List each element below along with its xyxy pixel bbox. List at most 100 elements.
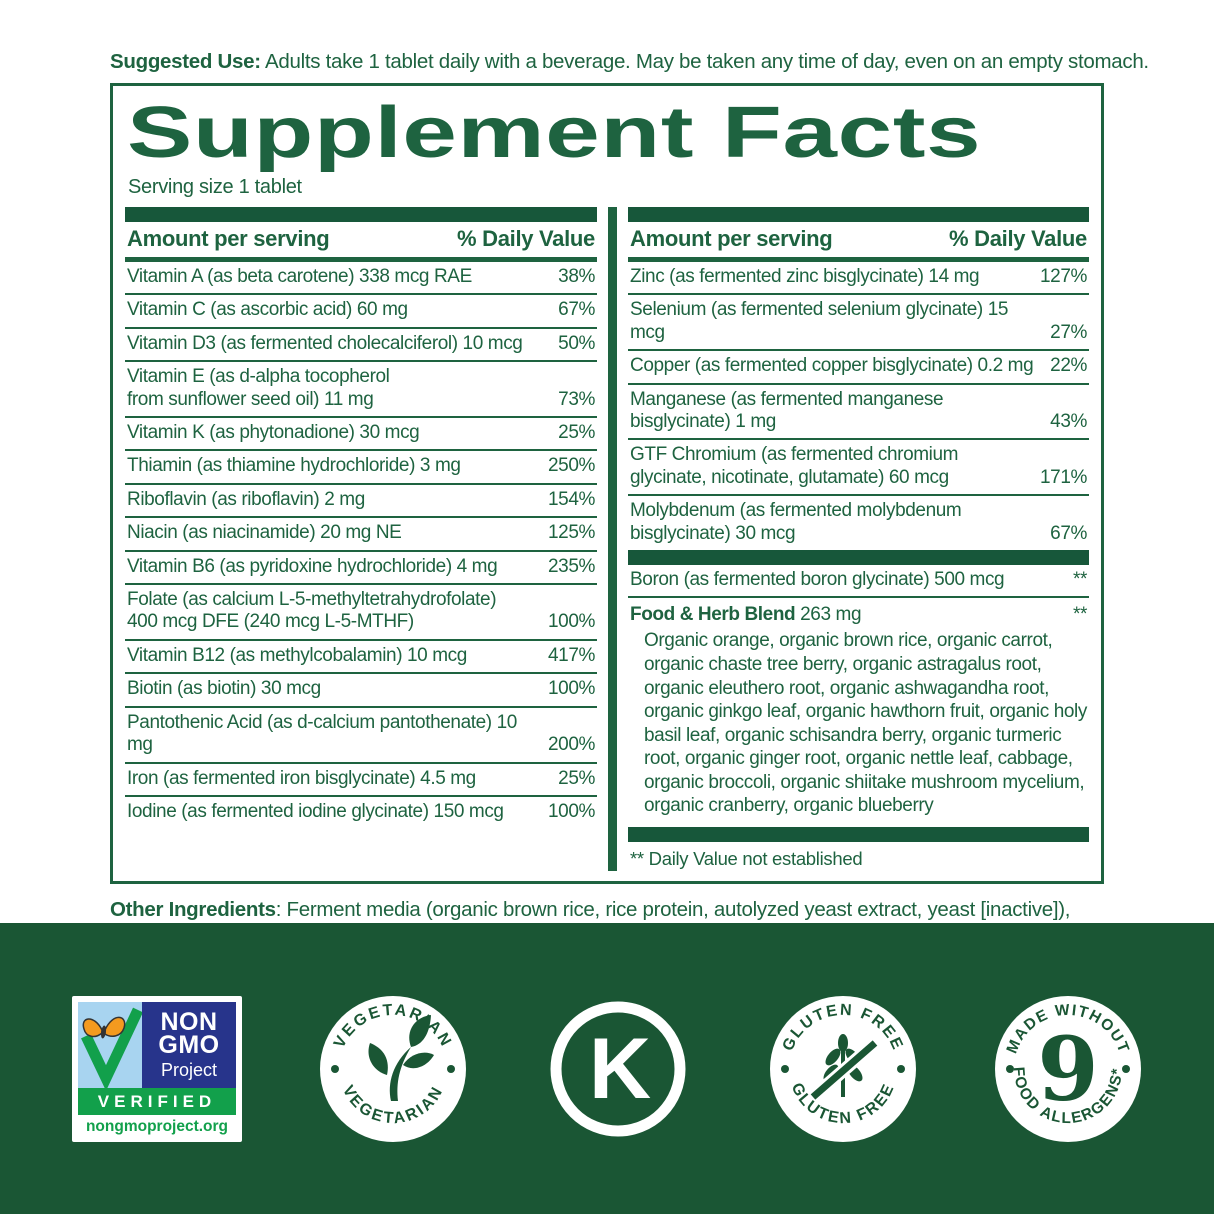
table-row: Manganese (as fermented manganese bisgly… bbox=[628, 385, 1089, 441]
nutrient-name: Vitamin K (as phytonadione) 30 mcg bbox=[127, 422, 420, 444]
badges-row: NON GMO Project VERIFIED nongmoproject.o… bbox=[0, 923, 1214, 1214]
blend-amount: 263 mg bbox=[800, 604, 862, 626]
nutrient-dv: 235% bbox=[548, 555, 595, 577]
table-row: Iodine (as fermented iodine glycinate) 1… bbox=[125, 797, 597, 828]
nutrient-name: Vitamin E (as d-alpha tocopherol from sun… bbox=[127, 366, 390, 411]
table-row: Vitamin K (as phytonadione) 30 mcg 25% bbox=[125, 418, 597, 452]
supplement-facts-panel: Supplement Facts Serving size 1 tablet A… bbox=[110, 83, 1104, 884]
table-row: Copper (as fermented copper bisglycinate… bbox=[628, 351, 1089, 385]
table-row: Vitamin E (as d-alpha tocopherol from sun… bbox=[125, 362, 597, 419]
nutrient-dv: 100% bbox=[548, 678, 595, 700]
table-row-boron: Boron (as fermented boron glycinate) 500… bbox=[628, 565, 1089, 599]
nutrient-name: Vitamin B12 (as methylcobalamin) 10 mcg bbox=[127, 644, 467, 666]
nutrient-dv: 200% bbox=[548, 734, 595, 756]
nutrient-name: Iodine (as fermented iodine glycinate) 1… bbox=[127, 800, 504, 822]
right-column-header: Amount per serving % Daily Value bbox=[628, 222, 1089, 262]
blend-description: Organic orange, organic brown rice, orga… bbox=[644, 630, 1087, 817]
nutrient-name: Vitamin B6 (as pyridoxine hydrochloride)… bbox=[127, 555, 498, 577]
non-gmo-wordmark: NON GMO Project bbox=[142, 1001, 236, 1088]
nutrient-name: Iron (as fermented iron bisglycinate) 4.… bbox=[127, 767, 476, 789]
header-dv: % Daily Value bbox=[949, 226, 1087, 251]
left-column-top-bar bbox=[125, 207, 597, 222]
nutrient-dv: 43% bbox=[1050, 411, 1087, 433]
panel-title-wrap: Supplement Facts bbox=[127, 96, 1089, 172]
table-row: Pantothenic Acid (as d-calcium pantothen… bbox=[125, 708, 597, 764]
nutrient-dv: 171% bbox=[1040, 466, 1087, 488]
nutrient-dv: 100% bbox=[548, 611, 595, 633]
nutrient-name-line1: GTF Chromium (as fermented chromium bbox=[630, 444, 959, 466]
table-row: Selenium (as fermented selenium glycinat… bbox=[628, 295, 1089, 352]
left-rows: Vitamin A (as beta carotene) 338 mcg RAE… bbox=[125, 262, 597, 828]
badge-disc bbox=[995, 995, 1141, 1142]
non-gmo-url: nongmoproject.org bbox=[85, 1117, 229, 1135]
table-row: Biotin (as biotin) 30 mcg 100% bbox=[125, 674, 597, 708]
facts-columns: Amount per serving % Daily Value Vitamin… bbox=[125, 207, 1089, 871]
suggested-use-text: Adults take 1 tablet daily with a bevera… bbox=[260, 50, 1149, 73]
nutrient-name: Manganese (as fermented manganese bisgly… bbox=[630, 388, 944, 433]
nutrient-name: Boron (as fermented boron glycinate) 500… bbox=[630, 569, 1005, 591]
nutrient-name-line1: Molybdenum (as fermented molybdenum bbox=[630, 500, 962, 522]
nutrient-name: Vitamin C (as ascorbic acid) 60 mg bbox=[127, 299, 408, 321]
nutrient-name: Copper (as fermented copper bisglycinate… bbox=[630, 355, 1034, 377]
gluten-free-badge: GLUTEN FREE GLUTEN FREE bbox=[770, 995, 916, 1142]
nutrient-dv: 25% bbox=[558, 767, 595, 789]
nutrient-name-line2: from sunflower seed oil) 11 mg bbox=[127, 388, 374, 410]
nutrient-name: Pantothenic Acid (as d-calcium pantothen… bbox=[127, 711, 517, 756]
table-row: Vitamin C (as ascorbic acid) 60 mg 67% bbox=[125, 295, 597, 329]
blend-dv: ** bbox=[1073, 604, 1087, 626]
blend-name: Food & Herb Blend bbox=[630, 604, 796, 626]
label-content: Suggested Use: Adults take 1 tablet dail… bbox=[110, 50, 1149, 974]
certification-band: NON GMO Project VERIFIED nongmoproject.o… bbox=[0, 923, 1214, 1214]
vegetarian-badge: VEGETARIAN VEGETARIAN bbox=[320, 995, 466, 1142]
serving-size: Serving size 1 tablet bbox=[128, 176, 302, 198]
allergen-number: 9 bbox=[1037, 1017, 1098, 1121]
nutrient-name: Selenium (as fermented selenium glycinat… bbox=[630, 299, 1009, 343]
nutrient-dv: 22% bbox=[1050, 355, 1087, 377]
non-gmo-butterfly-icon bbox=[78, 1001, 142, 1088]
nutrient-dv: 250% bbox=[548, 455, 595, 477]
right-column-bottom-bar bbox=[628, 826, 1089, 842]
suggested-use: Suggested Use: Adults take 1 tablet dail… bbox=[110, 50, 1149, 74]
table-row: Riboflavin (as riboflavin) 2 mg 154% bbox=[125, 485, 597, 519]
table-row: Molybdenum (as fermented molybdenum bisgl… bbox=[628, 496, 1089, 550]
nutrient-dv: 50% bbox=[558, 332, 595, 354]
header-dv: % Daily Value bbox=[457, 226, 595, 251]
nutrient-dv: 127% bbox=[1040, 266, 1087, 287]
butterfly-check-icon bbox=[81, 1007, 142, 1088]
non-gmo-line3: Project bbox=[160, 1059, 218, 1080]
header-amount: Amount per serving bbox=[127, 226, 330, 251]
non-gmo-top: NON GMO Project bbox=[78, 1001, 236, 1088]
table-row: Zinc (as fermented zinc bisglycinate) 14… bbox=[628, 262, 1089, 296]
table-row: Vitamin B6 (as pyridoxine hydrochloride)… bbox=[125, 552, 597, 586]
right-column-top-bar bbox=[628, 207, 1089, 222]
kosher-badge: K bbox=[550, 1001, 686, 1136]
non-gmo-line2: GMO bbox=[158, 1031, 220, 1059]
non-gmo-badge: NON GMO Project VERIFIED nongmoproject.o… bbox=[72, 995, 242, 1142]
suggested-use-label: Suggested Use: bbox=[110, 50, 261, 73]
table-row: Vitamin B12 (as methylcobalamin) 10 mcg 4… bbox=[125, 641, 597, 675]
nutrient-name: Folate (as calcium L-5-methyltetrahydrof… bbox=[127, 589, 497, 634]
column-divider bbox=[608, 207, 617, 871]
nutrient-name: Vitamin A (as beta carotene) 338 mcg RAE bbox=[127, 266, 472, 287]
blend-heading: Food & Herb Blend 263 mg ** bbox=[628, 598, 1089, 627]
right-column-mid-bar bbox=[628, 550, 1089, 566]
nutrient-name-line2: glycinate, nicotinate, glutamate) 60 mcg bbox=[630, 466, 949, 488]
table-row: GTF Chromium (as fermented chromium glyci… bbox=[628, 440, 1089, 497]
nutrient-name-line2: bisglycinate) 30 mcg bbox=[630, 522, 796, 544]
table-row: Folate (as calcium L-5-methyltetrahydrof… bbox=[125, 585, 597, 641]
wheat-icon bbox=[808, 1033, 880, 1102]
nutrient-name: Niacin (as niacinamide) 20 mg NE bbox=[127, 522, 402, 544]
nutrient-name-line1: Vitamin E (as d-alpha tocopherol bbox=[127, 366, 390, 388]
left-column-header: Amount per serving % Daily Value bbox=[125, 222, 597, 262]
nutrient-name: Vitamin D3 (as fermented cholecalciferol… bbox=[127, 332, 523, 354]
non-gmo-verified: VERIFIED bbox=[78, 1087, 236, 1115]
nutrient-dv: 154% bbox=[548, 488, 595, 510]
table-row: Iron (as fermented iron bisglycinate) 4.… bbox=[125, 764, 597, 797]
nutrient-name: GTF Chromium (as fermented chromium glyci… bbox=[630, 444, 958, 489]
nutrient-dv: 38% bbox=[558, 266, 595, 287]
kosher-letter: K bbox=[589, 1021, 651, 1117]
header-amount: Amount per serving bbox=[630, 226, 833, 251]
nutrient-name: Riboflavin (as riboflavin) 2 mg bbox=[127, 488, 365, 510]
left-column: Amount per serving % Daily Value Vitamin… bbox=[125, 207, 597, 871]
